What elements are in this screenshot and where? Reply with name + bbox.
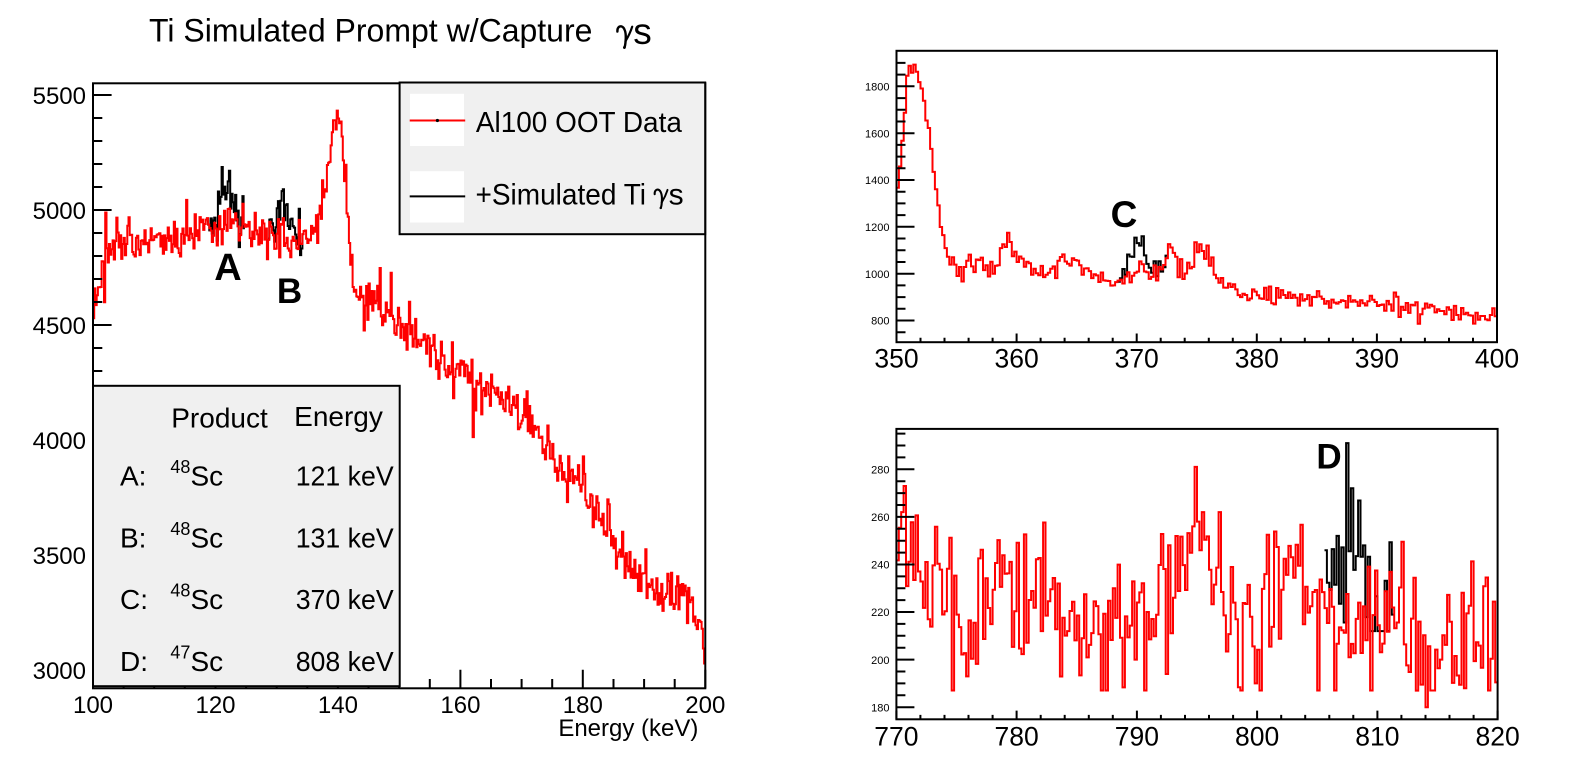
svg-text:B:: B: — [120, 522, 146, 553]
svg-text:160: 160 — [440, 692, 480, 719]
svg-text:C:: C: — [120, 584, 148, 615]
svg-text:370 keV: 370 keV — [296, 584, 394, 615]
svg-text:820: 820 — [1475, 722, 1519, 752]
svg-text:120: 120 — [195, 692, 235, 719]
svg-text:5500: 5500 — [33, 83, 86, 110]
svg-text:350: 350 — [874, 344, 918, 374]
svg-text:5000: 5000 — [33, 198, 86, 225]
svg-text:Energy: Energy — [294, 401, 383, 432]
svg-text:s: s — [669, 179, 684, 212]
svg-text:240: 240 — [871, 560, 889, 572]
svg-text:1200: 1200 — [865, 222, 889, 234]
svg-text:A: A — [214, 247, 241, 289]
svg-text:Al100 OOT Data: Al100 OOT Data — [476, 107, 683, 139]
svg-text:Ti Simulated Prompt w/Capture: Ti Simulated Prompt w/Capture — [149, 13, 592, 49]
svg-text:A:: A: — [120, 461, 146, 492]
svg-text:800: 800 — [1235, 722, 1279, 752]
svg-text:48: 48 — [170, 519, 190, 539]
svg-text:s: s — [633, 11, 652, 52]
svg-text:47: 47 — [170, 642, 190, 662]
svg-text:Sc: Sc — [191, 461, 224, 492]
svg-text:100: 100 — [73, 692, 113, 719]
svg-text:390: 390 — [1355, 344, 1399, 374]
svg-text:Sc: Sc — [191, 522, 224, 553]
svg-text:810: 810 — [1355, 722, 1399, 752]
svg-text:770: 770 — [874, 722, 918, 752]
svg-text:Product: Product — [171, 403, 268, 434]
svg-text:+Simulated Ti: +Simulated Ti — [476, 179, 647, 212]
svg-text:260: 260 — [871, 512, 889, 524]
svg-text:Sc: Sc — [191, 646, 224, 677]
svg-text:Sc: Sc — [191, 584, 224, 615]
svg-text:4500: 4500 — [33, 313, 86, 340]
svg-text:Energy (keV): Energy (keV) — [558, 715, 698, 742]
svg-text:1600: 1600 — [865, 128, 889, 140]
svg-text:200: 200 — [685, 692, 725, 719]
svg-text:B: B — [277, 272, 302, 311]
svg-text:780: 780 — [994, 722, 1038, 752]
svg-text:1400: 1400 — [865, 175, 889, 187]
svg-text:370: 370 — [1115, 344, 1159, 374]
svg-text:C: C — [1111, 194, 1138, 235]
svg-text:200: 200 — [871, 655, 889, 667]
svg-text:808 keV: 808 keV — [296, 646, 394, 677]
svg-text:3500: 3500 — [33, 543, 86, 570]
svg-text:140: 140 — [318, 692, 358, 719]
svg-text:790: 790 — [1115, 722, 1159, 752]
svg-text:D: D — [1316, 438, 1341, 477]
svg-text:D:: D: — [120, 646, 148, 677]
svg-text:380: 380 — [1235, 344, 1279, 374]
svg-text:180: 180 — [563, 692, 603, 719]
svg-text:180: 180 — [871, 702, 889, 714]
svg-text:800: 800 — [871, 316, 889, 328]
svg-text:48: 48 — [170, 581, 190, 601]
svg-text:4000: 4000 — [33, 428, 86, 455]
svg-text:360: 360 — [994, 344, 1038, 374]
svg-text:1000: 1000 — [865, 269, 889, 281]
svg-text:48: 48 — [170, 457, 190, 477]
svg-text:400: 400 — [1475, 344, 1519, 374]
svg-text:121 keV: 121 keV — [296, 461, 394, 492]
svg-text:1800: 1800 — [865, 82, 889, 94]
svg-text:280: 280 — [871, 465, 889, 477]
svg-text:3000: 3000 — [33, 658, 86, 685]
svg-text:220: 220 — [871, 607, 889, 619]
svg-text:131 keV: 131 keV — [296, 522, 394, 553]
